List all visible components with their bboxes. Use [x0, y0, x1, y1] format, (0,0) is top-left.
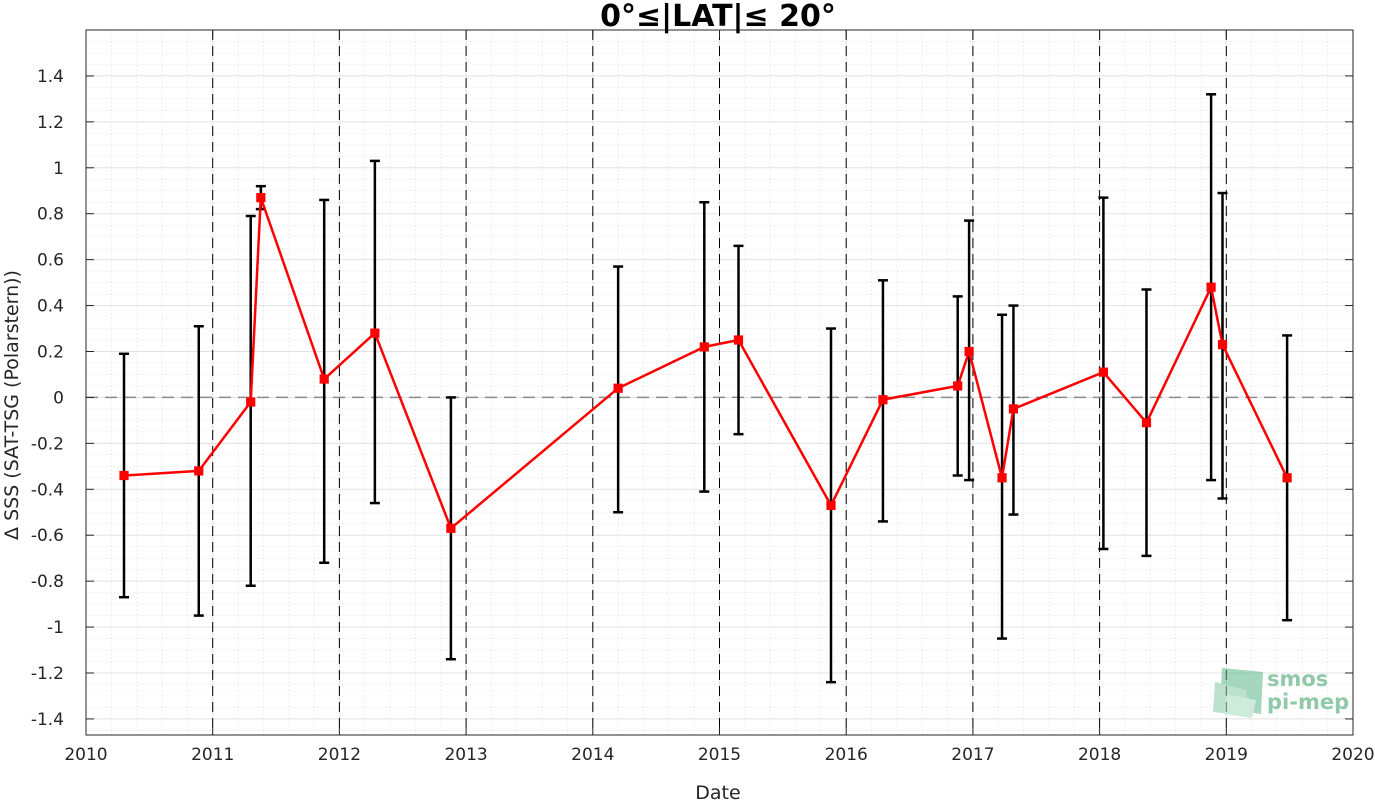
x-tick-label: 2016	[825, 745, 868, 765]
x-tick-label: 2018	[1078, 745, 1121, 765]
data-point-marker	[699, 342, 709, 352]
data-point-marker	[1282, 473, 1292, 483]
data-point-marker	[997, 473, 1007, 483]
data-point-marker	[446, 523, 456, 533]
data-point-marker	[733, 335, 744, 345]
x-tick-label: 2019	[1205, 745, 1248, 765]
y-tick-label: -1.2	[31, 664, 64, 684]
y-tick-label: 0.4	[37, 297, 64, 317]
y-tick-label: -0.6	[31, 526, 64, 546]
data-point-marker	[1206, 282, 1216, 292]
x-tick-label: 2011	[191, 745, 234, 765]
x-tick-label: 2012	[318, 745, 361, 765]
data-point-marker	[246, 397, 256, 407]
data-point-marker	[613, 383, 623, 393]
y-tick-label: 1	[53, 159, 64, 179]
y-tick-label: 0.6	[37, 251, 64, 271]
data-point-marker	[1098, 367, 1109, 377]
data-point-marker	[826, 500, 836, 510]
y-tick-label: -1.4	[31, 710, 64, 730]
axes-frame	[85, 29, 1354, 736]
data-point-marker	[1217, 340, 1228, 350]
data-point-marker	[256, 193, 266, 203]
y-axis-label: Δ SSS (SAT-TSG (Polarstern))	[1, 270, 23, 540]
y-tick-label: -0.2	[31, 434, 64, 454]
vertical-dashed-lines	[212, 30, 1227, 735]
x-tick-label: 2014	[571, 745, 614, 765]
y-tick-label: 0.2	[37, 342, 64, 362]
x-tick-label: 2017	[951, 745, 994, 765]
data-point-marker	[370, 328, 380, 338]
logo-icon	[1213, 668, 1263, 718]
data-point-marker	[964, 346, 974, 357]
x-tick-label: 2013	[444, 745, 487, 765]
x-axis-label: Date	[695, 782, 740, 801]
data-point-marker	[1008, 404, 1019, 414]
y-tick-label: -0.4	[31, 480, 64, 500]
series-markers	[119, 193, 1292, 533]
tick-labels: 2010 2011 2012 2013 2014 2015 2016 2017 2018 2019…	[31, 67, 1375, 765]
data-point-marker	[119, 470, 129, 481]
logo-text-pi-mep: pi-mep	[1267, 690, 1349, 714]
y-tick-label: -1	[47, 618, 64, 638]
x-tick-label: 2020	[1331, 745, 1374, 765]
data-point-marker	[953, 381, 963, 391]
logo-text-smos: smos	[1267, 667, 1328, 691]
data-point-marker	[878, 395, 888, 405]
y-tick-label: 1.4	[37, 67, 64, 87]
y-tick-label: 1.2	[37, 113, 64, 133]
y-tick-label: 0.8	[37, 205, 64, 225]
y-tick-label: -0.8	[31, 572, 64, 592]
data-point-marker	[194, 466, 204, 476]
x-tick-label: 2015	[698, 745, 741, 765]
data-point-marker	[1141, 418, 1152, 428]
x-tick-label: 2010	[64, 745, 107, 765]
data-point-marker	[319, 374, 329, 384]
y-tick-label: 0	[53, 388, 64, 408]
smos-pi-mep-logo: smos pi-mep	[1213, 667, 1349, 718]
chart-title: 0°≤|LAT|≤ 20°	[600, 0, 836, 34]
